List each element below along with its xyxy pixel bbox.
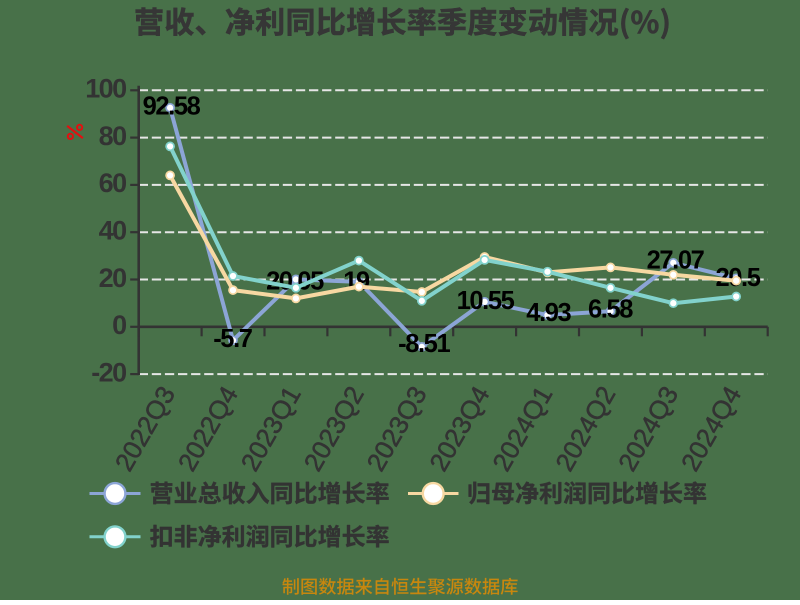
svg-text:40: 40 <box>99 216 126 246</box>
svg-text:92.58: 92.58 <box>143 93 201 121</box>
svg-text:27.07: 27.07 <box>647 247 705 275</box>
svg-text:-8.51: -8.51 <box>398 330 450 358</box>
svg-text:100: 100 <box>85 74 126 104</box>
svg-text:0: 0 <box>112 310 126 340</box>
svg-text:10.55: 10.55 <box>457 287 515 315</box>
svg-text:-20: -20 <box>91 358 126 388</box>
svg-text:6.58: 6.58 <box>588 295 633 323</box>
svg-text:19: 19 <box>343 268 370 296</box>
svg-text:60: 60 <box>99 168 126 198</box>
svg-text:-5.7: -5.7 <box>213 325 253 353</box>
svg-text:20: 20 <box>99 263 126 293</box>
svg-text:80: 80 <box>99 121 126 151</box>
svg-text:4.93: 4.93 <box>526 299 571 327</box>
